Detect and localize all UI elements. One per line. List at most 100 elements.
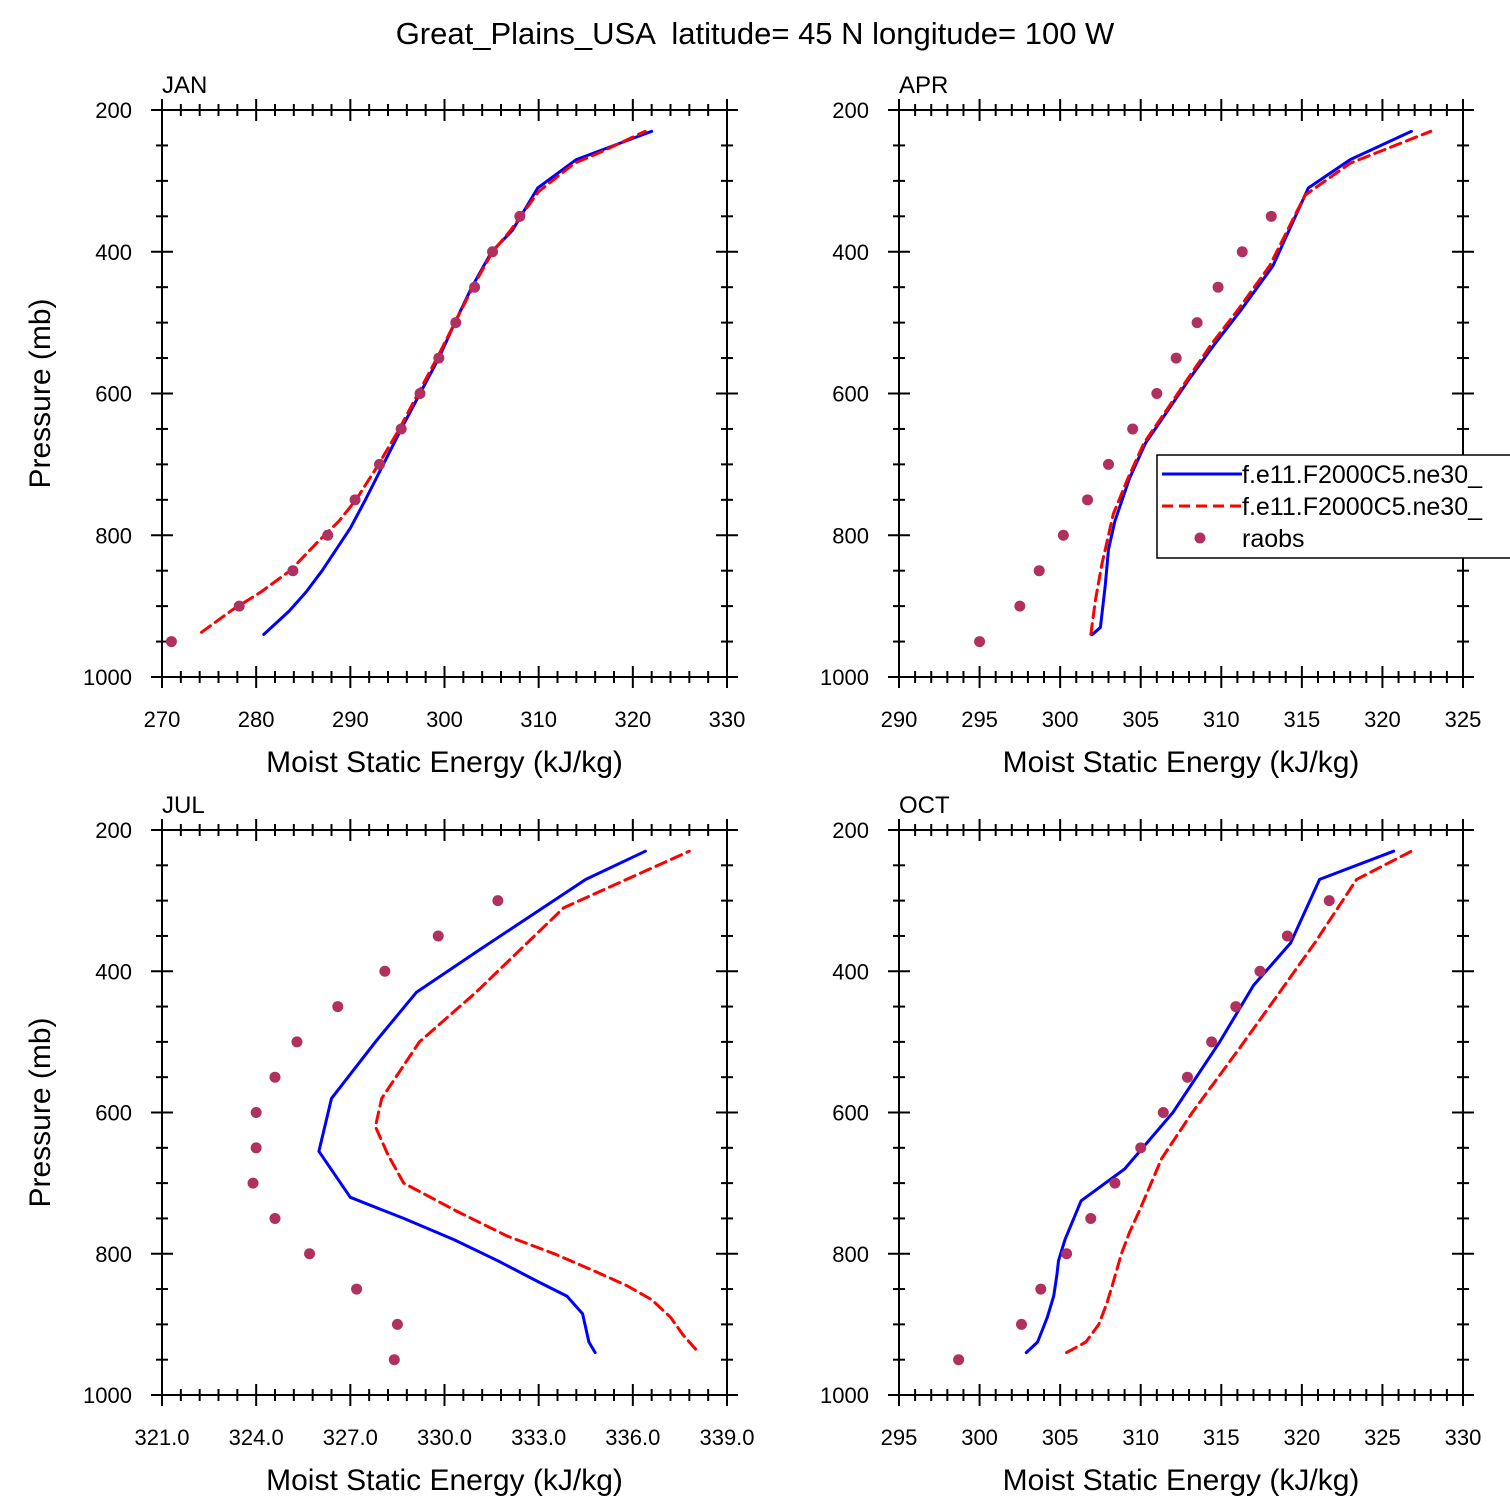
raobs-point [391,1318,403,1330]
raobs-point [469,281,481,293]
y-axis-label: Pressure (mb) [24,1017,57,1207]
x-tick-label: 336.0 [605,1425,660,1450]
x-tick-label: 330.0 [417,1425,472,1450]
raobs-point [388,1354,400,1366]
model-a-line [1024,849,1396,1355]
model-b-line [373,849,698,1351]
y-tick-label: 800 [832,523,869,548]
raobs-point [165,636,177,648]
raobs-point [1109,1177,1121,1189]
y-axis-label: Pressure (mb) [24,298,57,488]
raobs-point [1151,388,1163,399]
raobs-point [349,494,361,506]
x-tick-label: 325 [1364,1425,1401,1450]
raobs-point [1102,458,1114,470]
legend-label: f.e11.F2000C5.ne30_ [1242,461,1483,489]
raobs-point [1082,494,1094,506]
x-tick-label: 310 [1122,1425,1159,1450]
x-tick-label: 310 [520,707,557,732]
x-tick-label: 280 [238,707,275,732]
model-a-line [317,849,647,1355]
raobs-point [247,1177,259,1189]
x-tick-label: 321.0 [134,1425,189,1450]
legend: f.e11.F2000C5.ne30_ f.e11.F2000C5.ne30_ra… [1156,454,1510,559]
y-tick-label: 1000 [820,665,869,690]
y-tick-label: 800 [95,523,132,548]
x-tick-label: 310 [1203,707,1240,732]
x-axis-label: Moist Static Energy (kJ/kg) [266,746,623,779]
y-tick-label: 200 [832,98,869,123]
y-tick-label: 200 [95,98,132,123]
raobs-point [414,388,426,399]
panel-oct: 295 300 305 310 315 320 325 330 200 400 600 800 1000… [820,792,1481,1497]
x-tick-label: 305 [1042,1425,1079,1450]
raobs-point [514,210,526,222]
raobs-point [1254,965,1266,977]
x-tick-label: 295 [961,707,998,732]
y-tick-label: 400 [95,240,132,265]
x-tick-label: 290 [332,707,369,732]
raobs-point [953,1354,965,1366]
x-axis-label: Moist Static Energy (kJ/kg) [266,1464,623,1497]
x-tick-label: 300 [1042,707,1079,732]
raobs-point [291,1036,303,1048]
plot-frame [161,829,728,1396]
panels: 270 280 290 300 310 320 330 200 400 600 800 1000 JAN… [24,72,1481,1497]
panel-title: APR [899,72,948,99]
raobs-point [332,1001,344,1013]
x-tick-label: 290 [881,707,918,732]
raobs-point [1057,529,1069,541]
raobs-point [432,930,444,942]
raobs-point [1014,600,1026,612]
panel-title: JAN [162,72,207,99]
raobs-point [492,895,504,907]
y-tick-label: 400 [832,959,869,984]
raobs-point [351,1283,363,1295]
y-tick-label: 600 [832,1101,869,1126]
raobs-point [233,600,245,612]
x-tick-label: 327.0 [323,1425,378,1450]
y-tick-label: 600 [832,382,869,407]
x-tick-label: 270 [144,707,181,732]
y-tick-label: 800 [95,1242,132,1267]
raobs-point [269,1212,281,1224]
raobs-point [450,317,462,329]
y-tick-label: 400 [832,240,869,265]
model-b-line [1089,129,1433,636]
x-tick-label: 333.0 [511,1425,566,1450]
panel-jan: 270 280 290 300 310 320 330 200 400 600 800 1000 JAN… [24,72,745,779]
y-tick-label: 800 [832,1242,869,1267]
raobs-point [1035,1283,1047,1295]
x-axis-label: Moist Static Energy (kJ/kg) [1003,746,1360,779]
y-tick-label: 600 [95,1101,132,1126]
raobs-point [395,423,407,435]
panel-jul: 321.0 324.0 327.0 330.0 333.0 336.0 339.0 200 40… [24,792,755,1497]
x-axis-label: Moist Static Energy (kJ/kg) [1003,1464,1360,1497]
raobs-point [1181,1071,1193,1083]
raobs-point [304,1248,316,1260]
raobs-point [322,529,334,541]
raobs-point [433,352,445,364]
legend-label: raobs [1242,525,1305,553]
raobs-point [1323,895,1335,907]
plot-frame [898,829,1464,1396]
model-b-line [1065,849,1413,1355]
raobs-point [1236,246,1248,258]
panel-title: OCT [899,792,950,819]
model-b-line [200,129,647,634]
raobs-point [250,1142,262,1154]
raobs-point [1135,1142,1147,1154]
raobs-point [1212,281,1224,293]
x-tick-label: 330 [1445,1425,1482,1450]
figure-title: Great_Plains_USA latitude= 45 N longitud… [396,16,1115,51]
raobs-point [1015,1318,1027,1330]
raobs-point [250,1107,262,1118]
raobs-point [287,565,299,577]
model-a-line [262,129,654,636]
x-tick-label: 320 [1364,707,1401,732]
x-tick-label: 330 [709,707,746,732]
panel-title: JUL [162,792,205,819]
x-tick-label: 300 [961,1425,998,1450]
model-a-line [1090,129,1413,636]
raobs-point [1127,423,1139,435]
